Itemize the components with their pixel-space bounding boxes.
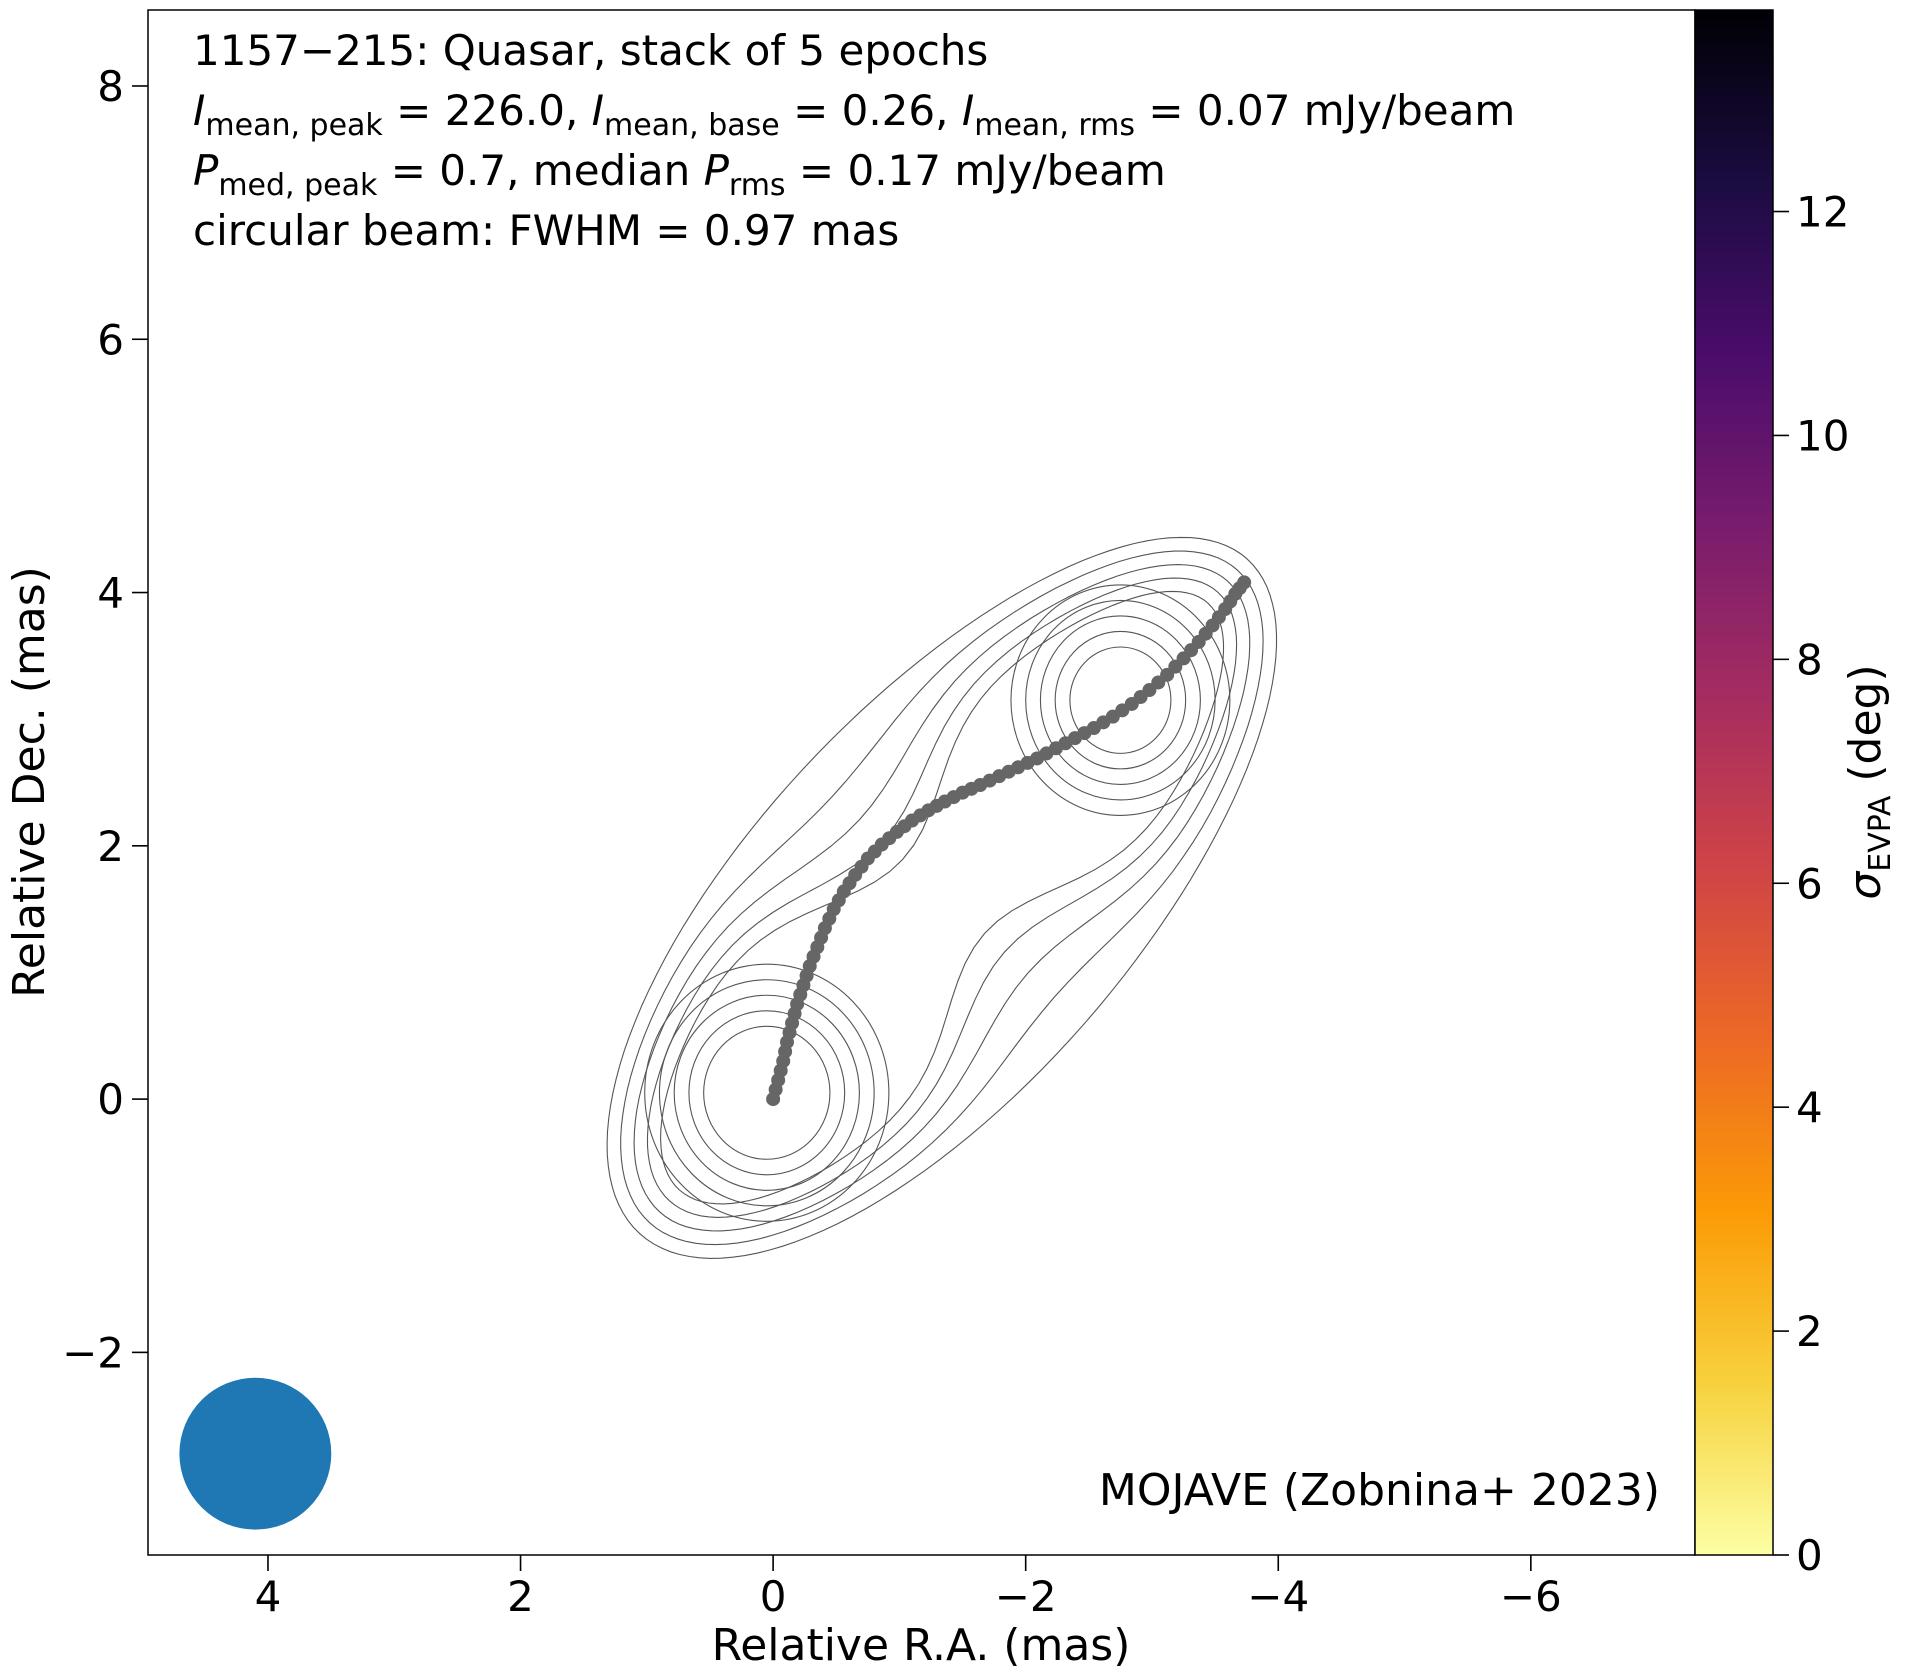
- x-tick-label: 0: [760, 1572, 787, 1621]
- contour-line: [620, 550, 1264, 1246]
- credit-text: MOJAVE (Zobnina+ 2023): [1099, 1465, 1660, 1516]
- colorbar-label-text: σEVPA (deg): [1840, 664, 1898, 899]
- contour-line: [688, 1010, 846, 1176]
- y-tick-label: −2: [62, 1328, 124, 1377]
- colorbar-gradient: [1694, 9, 1774, 1556]
- contour-line: [606, 536, 1278, 1259]
- x-axis: 4 2 0 −2 −4 −6: [255, 1555, 1562, 1621]
- colorbar: 0 2 4 6 8 10 12 σEVPA (deg): [1694, 9, 1898, 1580]
- contour-line: [1010, 584, 1231, 816]
- contour-line: [644, 963, 890, 1222]
- contour-line: [703, 1025, 831, 1160]
- x-tick-label: −4: [1247, 1572, 1309, 1621]
- y-axis: −2 0 2 4 6 8: [62, 62, 148, 1377]
- contour-line: [1025, 599, 1216, 801]
- title-line: Imean, peak = 226.0, Imean, base = 0.26,…: [193, 86, 1515, 143]
- y-tick-label: 4: [97, 569, 124, 618]
- y-tick-label: 0: [97, 1075, 124, 1124]
- contour-line: [660, 590, 1225, 1205]
- beam-ellipse: [179, 1377, 332, 1530]
- colorbar-tick-label: 12: [1796, 188, 1849, 237]
- colorbar-label: σEVPA (deg): [1840, 664, 1898, 899]
- contour-line: [658, 979, 875, 1207]
- y-tick-label: 2: [97, 822, 124, 871]
- title-line: circular beam: FWHM = 0.97 mas: [193, 206, 899, 255]
- x-tick-label: −2: [995, 1572, 1057, 1621]
- colorbar-tick-label: 8: [1796, 635, 1823, 684]
- contour-line: [1069, 646, 1172, 754]
- colorbar-tick-label: 10: [1796, 411, 1849, 460]
- y-tick-label: 8: [97, 62, 124, 111]
- contour-line: [1054, 630, 1187, 770]
- title-line: 1157−215: Quasar, stack of 5 epochs: [193, 26, 988, 75]
- title-block: 1157−215: Quasar, stack of 5 epochs Imean…: [193, 26, 1515, 255]
- contour-line: [1039, 615, 1201, 785]
- contour-line: [633, 564, 1251, 1232]
- x-tick-label: 4: [255, 1572, 282, 1621]
- x-tick-label: −6: [1500, 1572, 1562, 1621]
- x-axis-label: Relative R.A. (mas): [712, 1620, 1131, 1671]
- colorbar-ticks: 0 2 4 6 8 10 12: [1773, 188, 1849, 1580]
- title-line: Pmed, peak = 0.7, median Prms = 0.17 mJy…: [193, 146, 1166, 203]
- colorbar-tick-label: 4: [1796, 1083, 1823, 1132]
- ridge-point: [1237, 575, 1252, 590]
- x-tick-label: 2: [507, 1572, 534, 1621]
- colorbar-tick-label: 0: [1796, 1531, 1823, 1580]
- beam-circle: [179, 1377, 332, 1530]
- ridge-line-points: [766, 575, 1252, 1107]
- y-tick-label: 6: [97, 315, 124, 364]
- contour-line: [646, 577, 1238, 1218]
- intensity-contours: [606, 536, 1278, 1259]
- colorbar-tick-label: 2: [1796, 1307, 1823, 1356]
- plot-area: [179, 536, 1278, 1530]
- contour-line: [673, 994, 860, 1191]
- colorbar-tick-label: 6: [1796, 859, 1823, 908]
- y-axis-label: Relative Dec. (mas): [4, 566, 55, 998]
